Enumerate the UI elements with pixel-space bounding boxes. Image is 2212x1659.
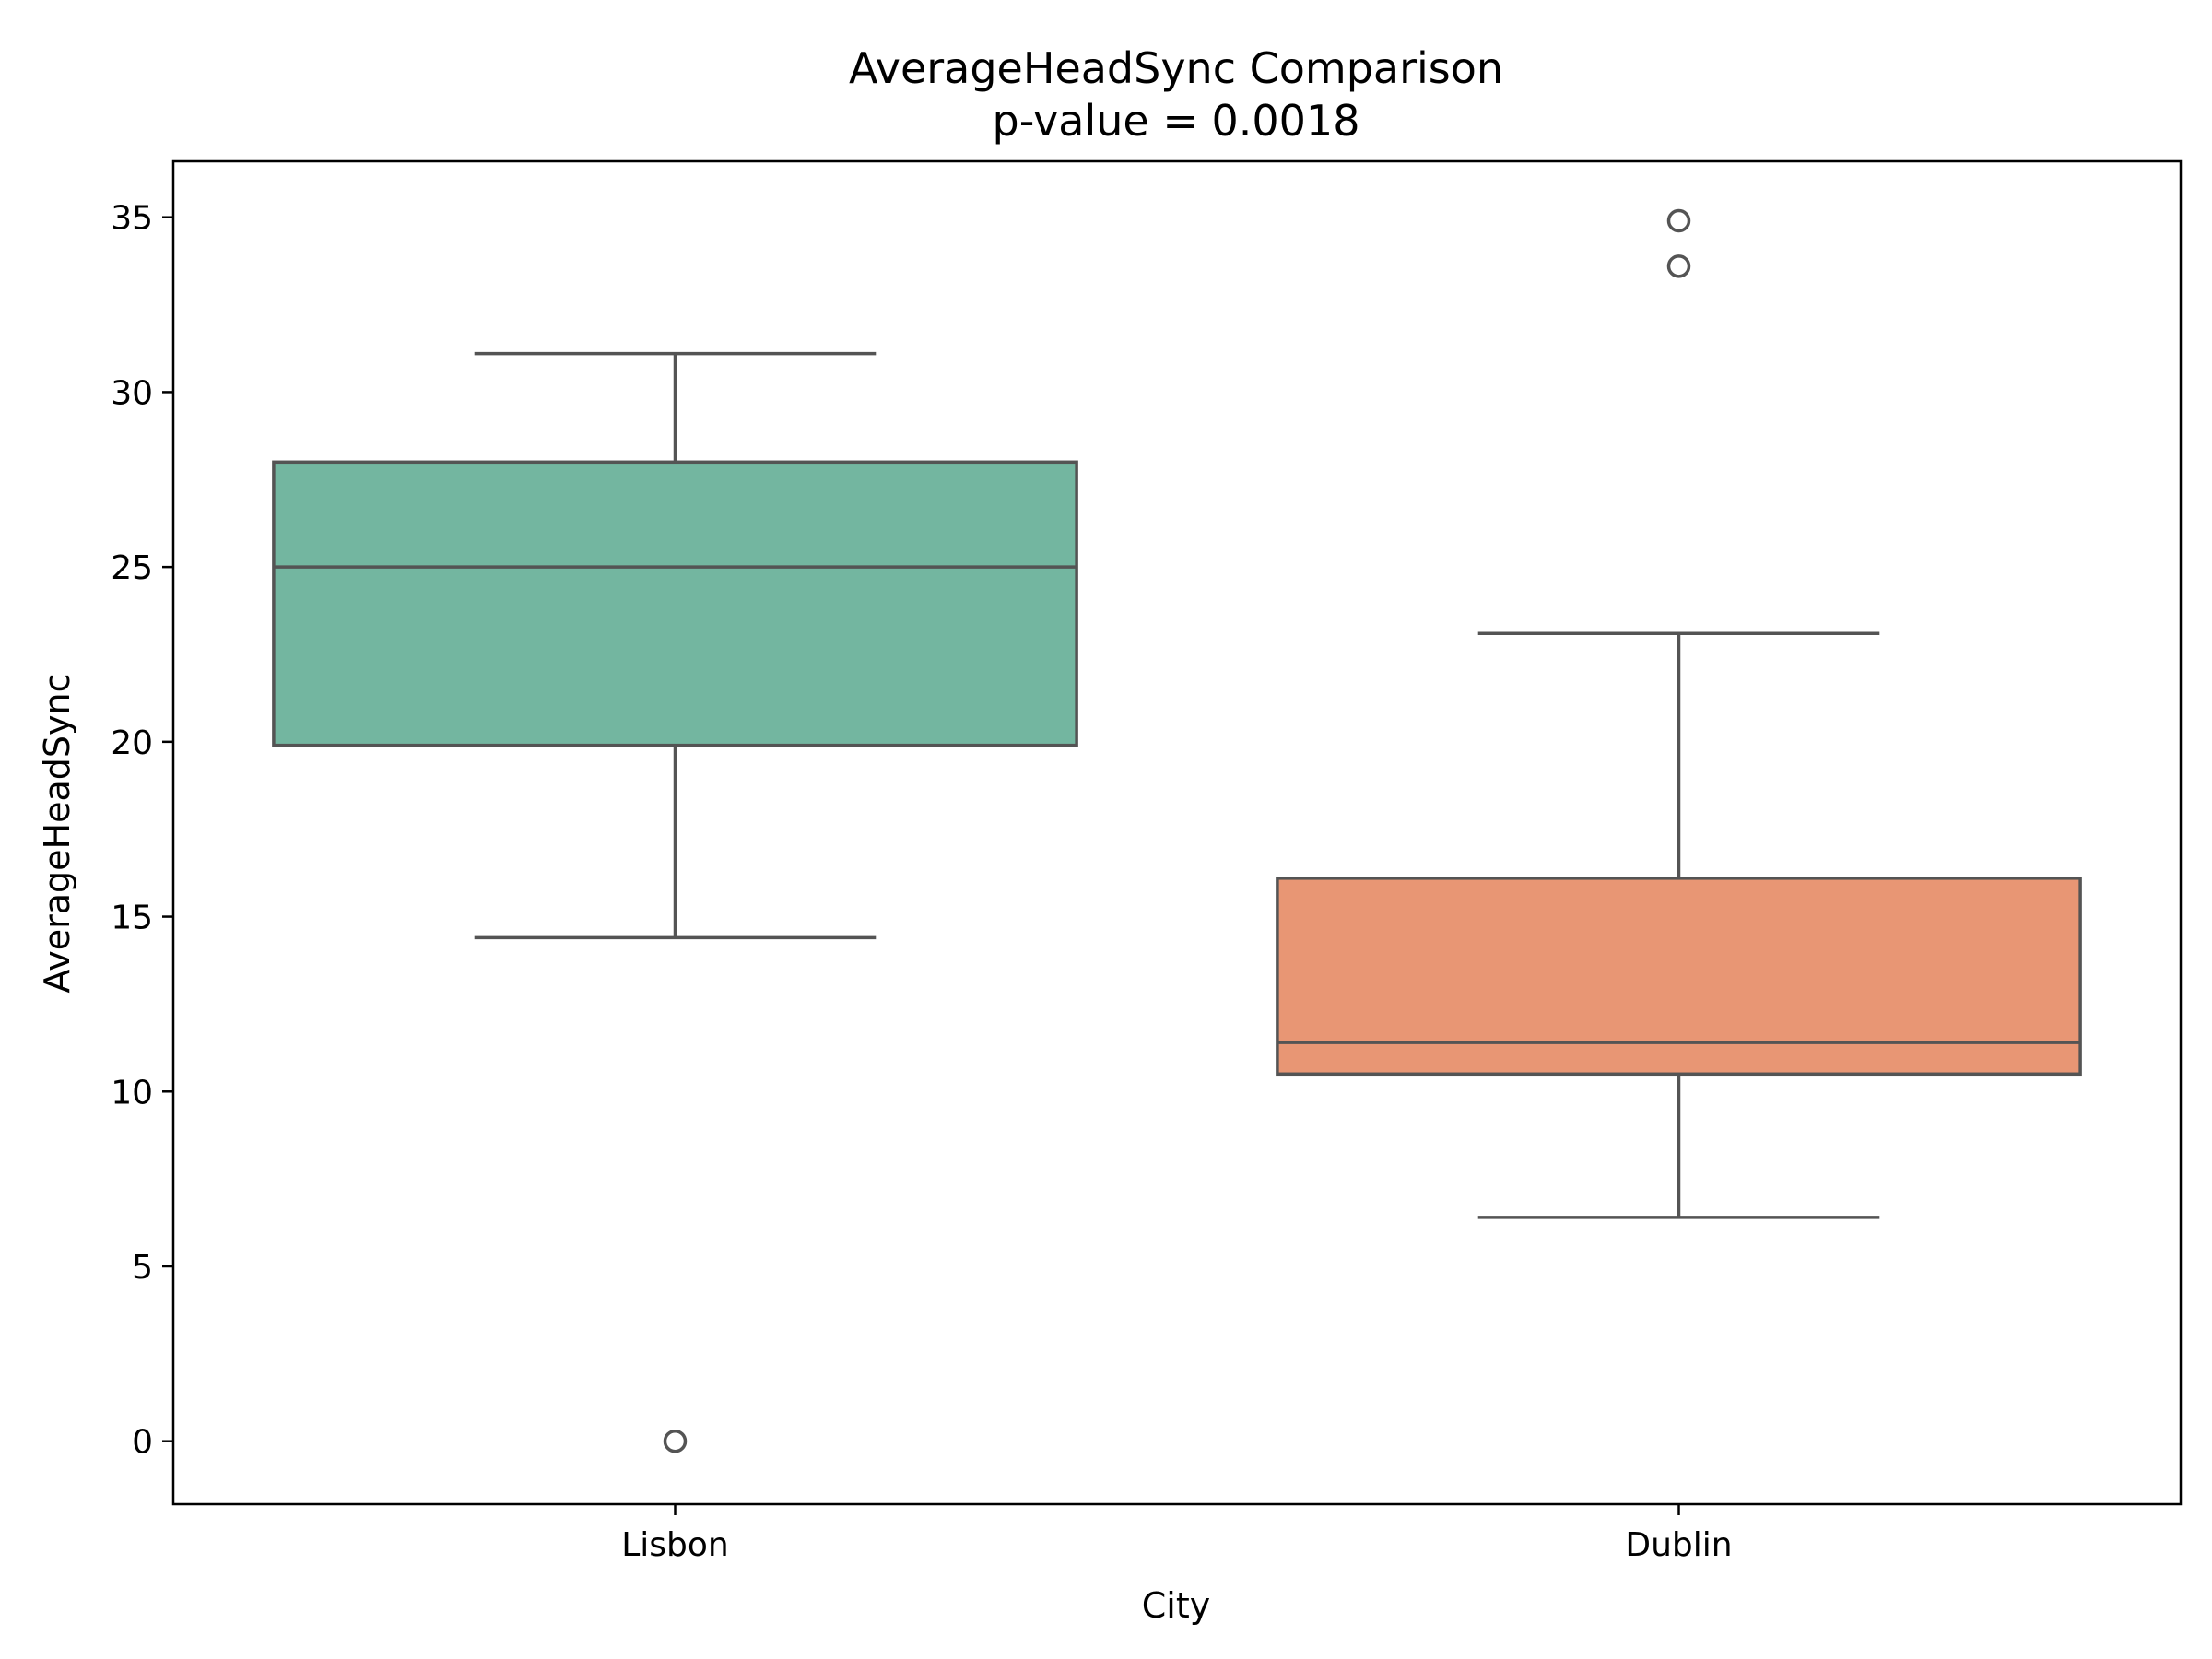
iqr-box <box>1276 877 2082 1077</box>
x-axis-label: City <box>1142 1585 1210 1626</box>
chart-subtitle: p-value = 0.0018 <box>993 96 1360 146</box>
box-group-dublin <box>1276 208 2082 1219</box>
outlier-point <box>1666 254 1691 278</box>
y-tick-label: 10 <box>111 1074 153 1112</box>
plot-frame <box>171 159 2183 1506</box>
x-tick-label: Dublin <box>1625 1526 1732 1564</box>
x-tick-label: Lisbon <box>621 1526 729 1564</box>
y-tick-label: 20 <box>111 724 153 762</box>
y-axis-label: AverageHeadSync <box>37 674 77 994</box>
y-tick-label: 0 <box>132 1424 153 1462</box>
y-tick-label: 30 <box>111 374 153 412</box>
plot-area <box>272 208 2082 1453</box>
y-tick-label: 35 <box>111 200 153 238</box>
chart-title: AverageHeadSync Comparison <box>849 43 1503 93</box>
y-tick-label: 15 <box>111 900 153 937</box>
outlier-point <box>663 1429 688 1453</box>
y-tick-label: 5 <box>132 1249 153 1287</box>
box-group-lisbon <box>272 351 1078 1453</box>
iqr-box <box>272 460 1078 747</box>
outlier-point <box>1666 208 1691 233</box>
y-tick-label: 25 <box>111 549 153 587</box>
